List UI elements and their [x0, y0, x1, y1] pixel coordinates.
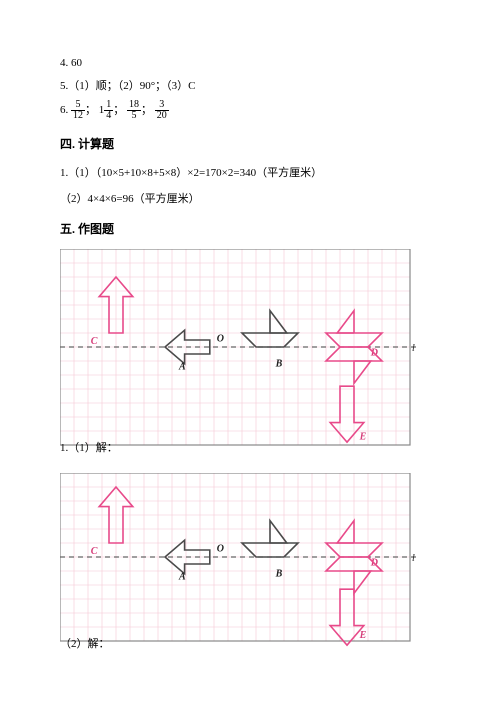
svg-text:E: E	[359, 431, 367, 442]
answer-4: 4. 60	[60, 55, 440, 72]
section-4-heading: 四. 计算题	[60, 135, 440, 152]
answer-6: 6. 512； 114； 185； 320	[60, 100, 440, 121]
frac-2: 14	[104, 100, 113, 121]
svg-text:O: O	[217, 543, 224, 554]
svg-text:C: C	[91, 336, 98, 347]
a6-prefix: 6.	[60, 104, 71, 116]
svg-text:B: B	[275, 359, 283, 370]
svg-text:E: E	[359, 630, 367, 641]
svg-text:B: B	[275, 569, 283, 580]
calc-line-2: （2）4×4×6=96（平方厘米）	[60, 190, 440, 206]
section-5-heading: 五. 作图题	[60, 220, 440, 237]
svg-text:A: A	[178, 571, 186, 582]
frac-4: 320	[155, 100, 169, 121]
svg-text:l: l	[412, 553, 415, 564]
frac-1: 512	[71, 100, 85, 121]
frac-3: 185	[127, 100, 141, 121]
figure-2-wrap: lCAOBDE	[60, 473, 440, 647]
svg-text:l: l	[412, 343, 415, 354]
svg-text:C: C	[91, 546, 98, 557]
figure-1: lCAOBDE	[60, 249, 422, 451]
svg-text:O: O	[217, 333, 224, 344]
calc-line-1: 1.（1）（10×5+10×8+5×8）×2=170×2=340（平方厘米）	[60, 164, 440, 180]
answer-5: 5.（1）顺；（2）90°；（3）C	[60, 78, 440, 95]
figure-2: lCAOBDE	[60, 473, 422, 647]
svg-text:A: A	[178, 361, 186, 372]
figure-1-wrap: lCAOBDE	[60, 249, 440, 451]
